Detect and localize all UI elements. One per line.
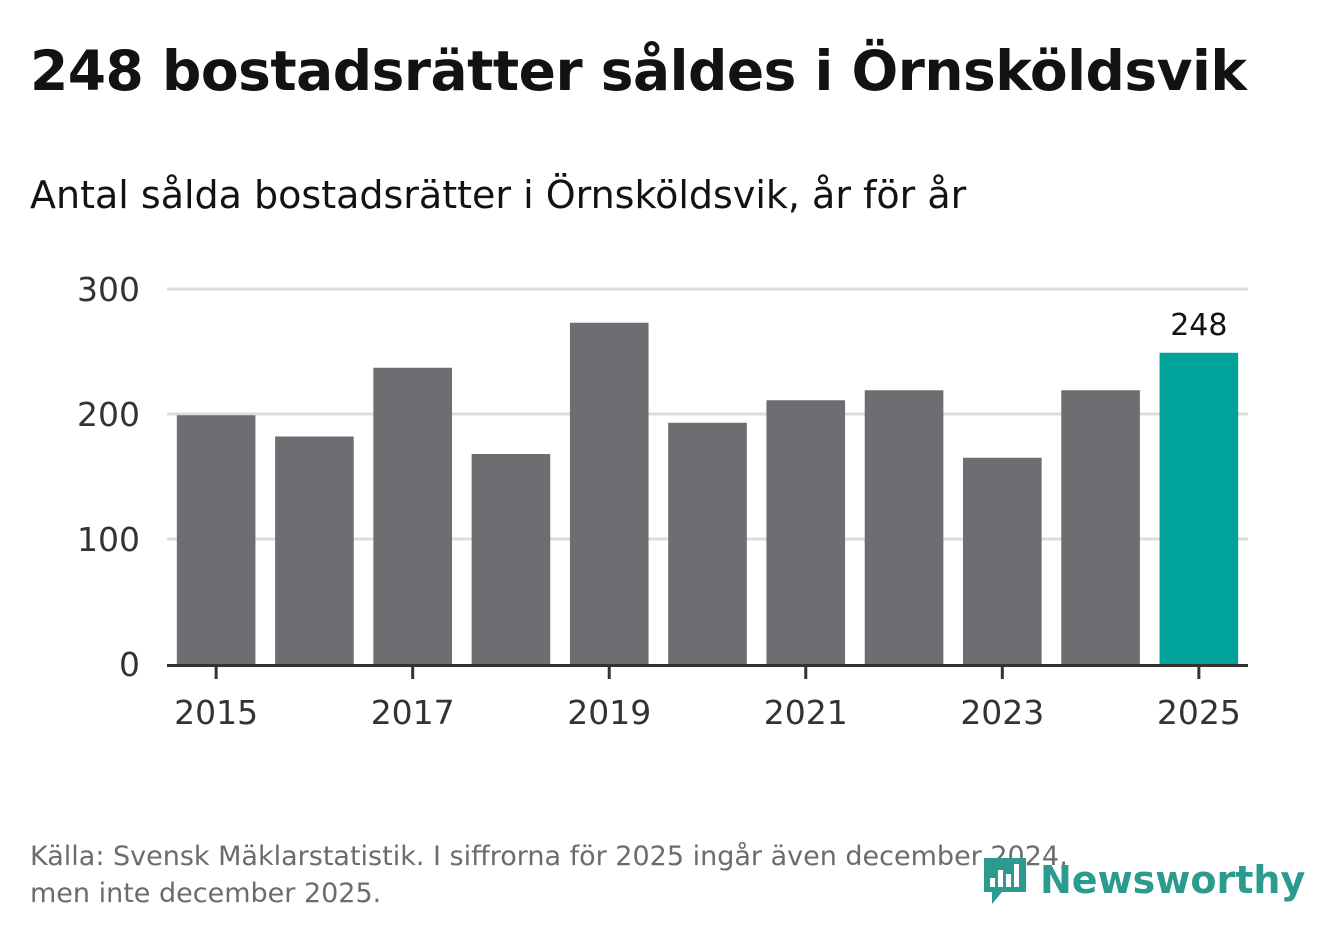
bar-chart-speech-bubble-icon xyxy=(984,858,1026,904)
y-tick-label: 100 xyxy=(77,520,140,559)
source-line-2: men inte december 2025. xyxy=(30,878,382,909)
bar xyxy=(176,415,256,664)
bar xyxy=(569,322,649,664)
y-tick-label: 200 xyxy=(77,395,140,434)
x-tick-label: 2023 xyxy=(960,693,1044,732)
bar xyxy=(668,422,747,664)
newsworthy-logo: Newsworthy xyxy=(980,852,1305,908)
logo-text: Newsworthy xyxy=(1040,858,1306,902)
bar xyxy=(1061,390,1140,664)
x-tick-label: 2021 xyxy=(764,693,848,732)
x-tick-label: 2019 xyxy=(567,693,651,732)
bar xyxy=(864,390,944,664)
y-tick-label: 0 xyxy=(119,645,140,684)
bar xyxy=(471,454,551,664)
x-tick-label: 2015 xyxy=(174,693,258,732)
bar-chart: 0 100 200 300 248 2015 2017 2019 2021 2023 2025 xyxy=(77,270,1248,732)
bar xyxy=(963,457,1042,664)
bar xyxy=(275,436,354,664)
data-label: 248 xyxy=(1170,308,1227,343)
bar xyxy=(373,367,452,664)
chart-title: 248 bostadsrätter såldes i Örnsköldsvik xyxy=(30,39,1247,103)
x-tick-label: 2017 xyxy=(371,693,455,732)
bar-highlight xyxy=(1159,352,1239,664)
y-tick-label: 300 xyxy=(77,270,140,309)
source-line-1: Källa: Svensk Mäklarstatistik. I siffror… xyxy=(30,841,1068,872)
source-note: Källa: Svensk Mäklarstatistik. I siffror… xyxy=(30,838,1230,912)
bar xyxy=(766,400,846,664)
chart-subtitle: Antal sålda bostadsrätter i Örnsköldsvik… xyxy=(30,173,967,217)
x-tick-label: 2025 xyxy=(1157,693,1241,732)
